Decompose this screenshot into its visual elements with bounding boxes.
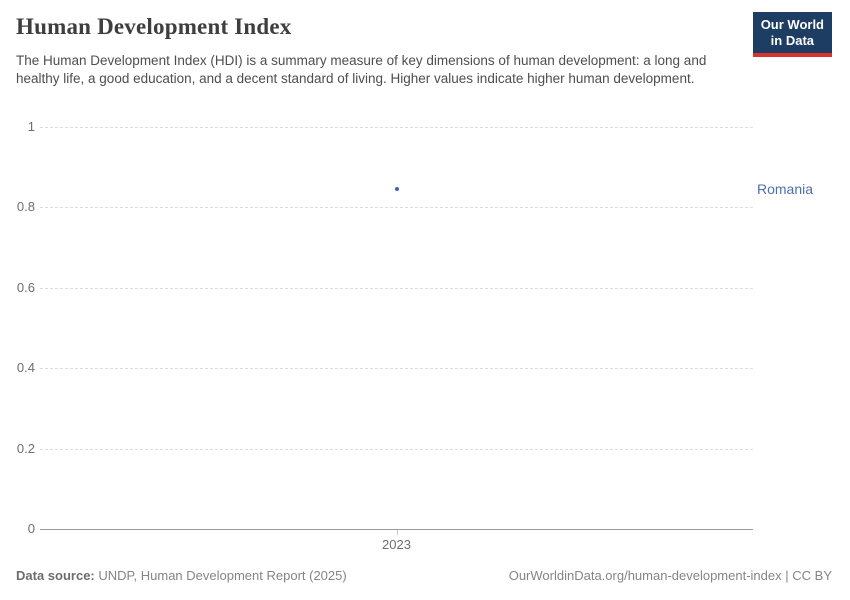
y-gridline [40,287,753,289]
y-axis-tick-label: 0.4 [16,360,35,376]
y-gridline [40,127,753,128]
data-point-romania[interactable] [394,187,399,192]
entity-label-romania[interactable]: Romania [757,181,814,198]
x-axis-tick-label: 2023 [382,537,411,552]
chart-subtitle: The Human Development Index (HDI) is a s… [16,53,707,86]
data-source-note: Data source: UNDP, Human Development Rep… [16,568,347,583]
license-label: CC BY [792,568,832,583]
y-axis-tick-label: 1 [27,119,35,134]
y-axis-tick-label: 0.6 [16,279,35,295]
data-source-text: UNDP, Human Development Report (2025) [98,568,347,583]
page-title: Human Development Index [16,14,292,39]
owid-logo-line1: Our World [760,17,824,32]
y-gridline [40,207,753,209]
y-axis-tick-label: 0.8 [16,199,35,215]
y-gridline [40,368,753,370]
y-axis-tick-label: 0.2 [16,440,35,456]
y-axis-tick-label: 0 [27,521,35,536]
owid-logo-line2: in Data [770,32,815,48]
chart-footer: Data source: UNDP, Human Development Rep… [16,568,832,583]
owid-logo[interactable]: Our World in Data [752,12,832,57]
y-gridline [40,448,753,450]
x-axis-tick-mark [396,530,398,535]
credit-separator-glyph: | [785,568,789,583]
credit-link[interactable]: OurWorldinData.org/human-development-ind… [508,568,782,583]
credit-note: OurWorldinData.org/human-development-ind… [509,568,832,583]
x-axis-line [40,529,753,530]
data-source-label: Data source: [16,568,95,583]
